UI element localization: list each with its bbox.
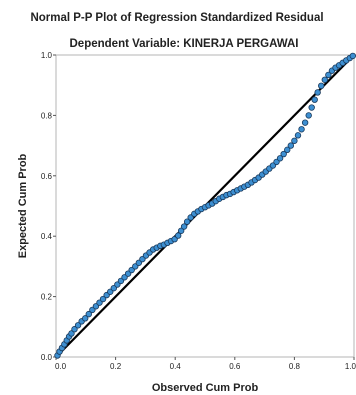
data-point xyxy=(180,223,188,230)
data-point xyxy=(318,82,325,90)
data-point xyxy=(177,227,185,234)
data-point xyxy=(349,52,356,60)
chart-title: Normal P-P Plot of Regression Standardiz… xyxy=(30,12,323,24)
x-tick-label: 0.8 xyxy=(289,362,301,371)
data-point xyxy=(311,96,318,103)
data-point xyxy=(287,142,295,149)
data-point xyxy=(284,146,291,154)
data-point xyxy=(325,71,332,79)
data-point xyxy=(308,104,315,111)
data-point xyxy=(305,112,312,119)
y-tick-label: 0.8 xyxy=(41,111,53,120)
x-tick-label: 0.2 xyxy=(110,362,122,371)
y-tick-label: 0.0 xyxy=(41,353,53,362)
data-point xyxy=(291,137,298,144)
x-tick-label: 1.0 xyxy=(345,362,356,371)
data-point xyxy=(174,232,182,239)
x-axis: 0.0 0.2 0.4 0.6 0.8 1.0 xyxy=(55,357,356,371)
data-point xyxy=(321,76,328,83)
y-axis-label: Expected Cum Prob xyxy=(17,153,29,258)
data-point xyxy=(68,330,75,337)
data-point xyxy=(280,150,287,158)
x-axis-label: Observed Cum Prob xyxy=(152,382,259,394)
data-point xyxy=(314,89,321,96)
data-point xyxy=(85,310,92,318)
chart-subtitle: Dependent Variable: KINERJA PERGAWAI xyxy=(70,38,299,50)
data-points xyxy=(54,52,356,359)
data-point xyxy=(298,126,305,133)
data-point xyxy=(183,218,191,225)
y-tick-label: 0.4 xyxy=(41,232,53,241)
y-tick-label: 0.2 xyxy=(41,293,53,302)
data-point xyxy=(99,295,107,303)
x-tick-label: 0.4 xyxy=(170,362,182,371)
data-point xyxy=(82,315,89,322)
data-point xyxy=(74,322,82,329)
data-point xyxy=(294,132,302,139)
y-tick-label: 0.6 xyxy=(41,172,53,181)
x-tick-label: 0.6 xyxy=(229,362,241,371)
data-point xyxy=(71,326,78,333)
data-point xyxy=(301,119,309,126)
data-point xyxy=(276,155,284,162)
y-tick-label: 1.0 xyxy=(41,51,53,60)
y-axis: 0.0 0.2 0.4 0.6 0.8 1.0 xyxy=(41,51,56,362)
x-tick-label: 0.0 xyxy=(55,362,67,371)
